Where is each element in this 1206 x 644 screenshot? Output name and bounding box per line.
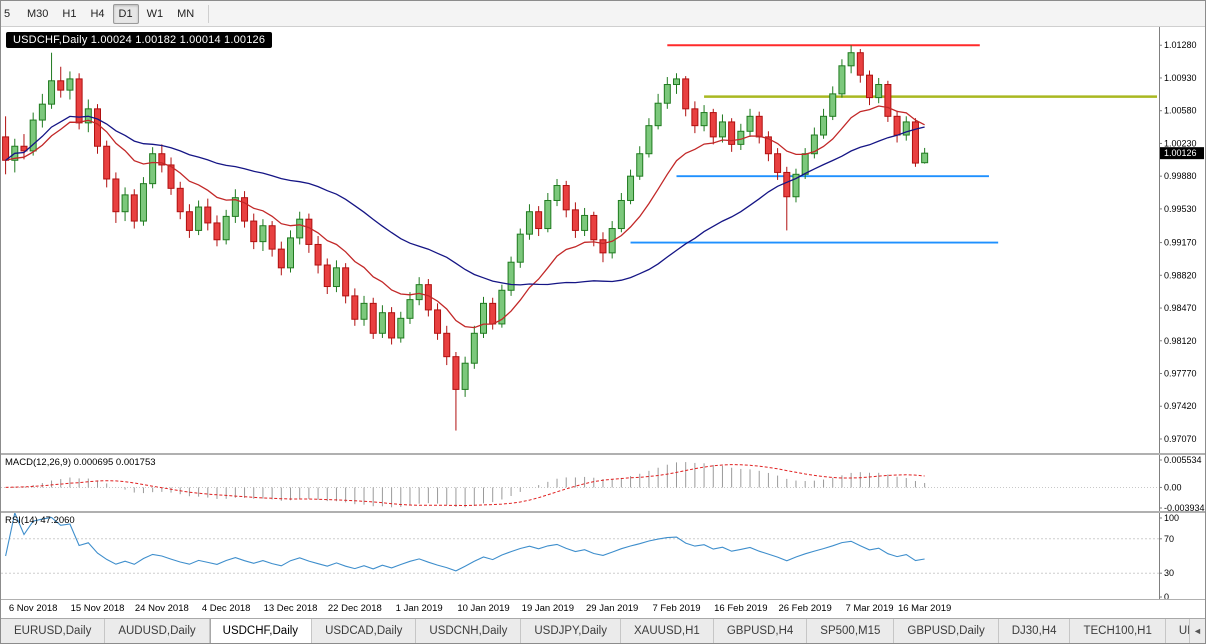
- timeframe-button-d1[interactable]: D1: [112, 3, 139, 24]
- time-axis-label: 26 Feb 2019: [778, 603, 832, 614]
- symbol-ohlc-badge: USDCHF,Daily 1.00024 1.00182 1.00014 1.0…: [6, 32, 273, 48]
- svg-text:0: 0: [1164, 592, 1169, 599]
- svg-text:0.99880: 0.99880: [1164, 171, 1197, 181]
- svg-text:0.98820: 0.98820: [1164, 270, 1197, 280]
- macd-indicator-label: MACD(12,26,9) 0.000695 0.001753: [5, 457, 156, 468]
- svg-text:30: 30: [1164, 568, 1174, 578]
- time-axis-label: 13 Dec 2018: [263, 603, 318, 614]
- time-axis-label: 7 Mar 2019: [845, 603, 894, 614]
- svg-text:0.00: 0.00: [1164, 482, 1182, 492]
- svg-text:70: 70: [1164, 534, 1174, 544]
- timeframe-toolbar: 5 M30 H1 H4 D1 W1 MN: [1, 1, 1205, 27]
- chart-tab-usdcnh-daily[interactable]: USDCNH,Daily: [416, 619, 522, 643]
- current-price-tag: 1.00126: [1164, 148, 1197, 158]
- time-axis: 6 Nov 2018 15 Nov 2018 24 Nov 2018 4 Dec 20…: [1, 599, 1205, 618]
- svg-text:-0.003934: -0.003934: [1164, 503, 1205, 511]
- time-axis-label: 22 Dec 2018: [327, 603, 382, 614]
- svg-text:0.99530: 0.99530: [1164, 204, 1197, 214]
- time-axis-label: 7 Feb 2019: [652, 603, 701, 614]
- macd-panel: 0.005534 0.00 -0.003934 MACD(12,26,9) 0.00…: [1, 455, 1205, 511]
- svg-text:0.97420: 0.97420: [1164, 401, 1197, 411]
- svg-text:1.00230: 1.00230: [1164, 138, 1197, 148]
- svg-text:0.97770: 0.97770: [1164, 369, 1197, 379]
- svg-text:0.97070: 0.97070: [1164, 434, 1197, 444]
- svg-text:1.00580: 1.00580: [1164, 106, 1197, 116]
- time-axis-label: 19 Jan 2019: [521, 603, 574, 614]
- svg-text:100: 100: [1164, 513, 1179, 523]
- rsi-canvas[interactable]: 100 70 30 0: [1, 513, 1205, 599]
- chart-tab-tech100-h1[interactable]: TECH100,H1: [1070, 619, 1166, 643]
- chart-tab-gbpusd-h4[interactable]: GBPUSD,H4: [714, 619, 808, 643]
- time-axis-label: 1 Jan 2019: [395, 603, 443, 614]
- svg-text:0.005534: 0.005534: [1164, 455, 1202, 465]
- chart-tab-dj30-h4[interactable]: DJ30,H4: [999, 619, 1071, 643]
- timeframe-button-h1[interactable]: H1: [62, 7, 77, 20]
- chart-tab-usdchf-daily[interactable]: USDCHF,Daily: [209, 619, 313, 643]
- chart-tab-gbpusd-daily[interactable]: GBPUSD,Daily: [894, 619, 999, 643]
- chart-tab-usdjpy-daily[interactable]: USDJPY,Daily: [521, 619, 621, 643]
- chart-tabs-bar: EURUSD,Daily AUDUSD,Daily USDCHF,Daily USDC…: [1, 618, 1205, 643]
- chart-tab-usdcad-daily[interactable]: USDCAD,Daily: [312, 619, 417, 643]
- chart-tab-xauusd-h1[interactable]: XAUUSD,H1: [621, 619, 714, 643]
- time-axis-label: 29 Jan 2019: [586, 603, 639, 614]
- svg-text:0.99170: 0.99170: [1164, 238, 1197, 248]
- rsi-panel: 100 70 30 0 RSI(14) 47.2060: [1, 513, 1205, 599]
- timeframe-button-h4[interactable]: H4: [90, 7, 105, 20]
- main-chart-panel: 1.01280 1.00930 1.00580 1.00230 0.99880 0.995…: [1, 27, 1205, 453]
- timeframe-button-mn[interactable]: MN: [177, 7, 195, 20]
- time-axis-label: 16 Feb 2019: [714, 603, 768, 614]
- svg-text:0.98120: 0.98120: [1164, 336, 1197, 346]
- tab-scroll-left-button[interactable]: ◄: [1189, 619, 1205, 643]
- time-axis-label: 24 Nov 2018: [134, 603, 189, 614]
- time-axis-label: 15 Nov 2018: [70, 603, 125, 614]
- rsi-panel-splitter[interactable]: [1, 511, 1205, 513]
- main-chart-canvas[interactable]: 1.01280 1.00930 1.00580 1.00230 0.99880 0.995…: [1, 27, 1205, 453]
- chart-tab-eurusd-daily[interactable]: EURUSD,Daily: [1, 619, 106, 643]
- chart-tab-audusd-daily[interactable]: AUDUSD,Daily: [105, 619, 210, 643]
- svg-text:0.98470: 0.98470: [1164, 303, 1197, 313]
- macd-panel-splitter[interactable]: [1, 453, 1205, 455]
- chart-tab-sp500-m15[interactable]: SP500,M15: [807, 619, 895, 643]
- svg-text:1.01280: 1.01280: [1164, 40, 1197, 50]
- toolbar-separator: [208, 4, 210, 23]
- macd-canvas[interactable]: 0.005534 0.00 -0.003934: [1, 455, 1205, 511]
- time-axis-label: 10 Jan 2019: [457, 603, 510, 614]
- timeframe-button-w1[interactable]: W1: [146, 7, 164, 20]
- timeframe-button-5[interactable]: 5: [3, 7, 11, 20]
- time-axis-label: 4 Dec 2018: [201, 603, 251, 614]
- time-axis-label: 16 Mar 2019: [897, 603, 952, 614]
- svg-text:1.00930: 1.00930: [1164, 73, 1197, 83]
- time-axis-label: 6 Nov 2018: [8, 603, 58, 614]
- rsi-indicator-label: RSI(14) 47.2060: [5, 515, 75, 526]
- timeframe-button-m30[interactable]: M30: [27, 7, 49, 20]
